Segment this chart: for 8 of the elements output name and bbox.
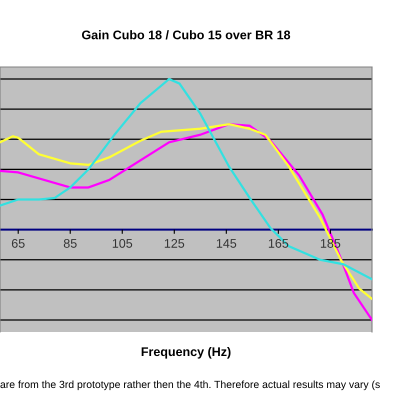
x-tick-label: 145 [216, 239, 236, 248]
x-tick-label: 65 [12, 238, 25, 248]
x-tick-label: 105 [112, 238, 132, 248]
chart-title: Gain Cubo 18 / Cubo 15 over BR 18 [82, 30, 290, 40]
x-tick-label: 125 [164, 238, 184, 248]
x-tick-label: 85 [64, 238, 77, 248]
x-axis-title: Frequency (Hz) [142, 346, 231, 359]
text: are from the 3rd prototype rather then the 4th. Therefore actual results may vary (s [0, 380, 380, 390]
